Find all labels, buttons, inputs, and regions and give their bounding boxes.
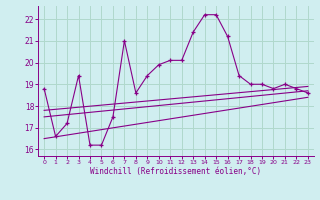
X-axis label: Windchill (Refroidissement éolien,°C): Windchill (Refroidissement éolien,°C) bbox=[91, 167, 261, 176]
